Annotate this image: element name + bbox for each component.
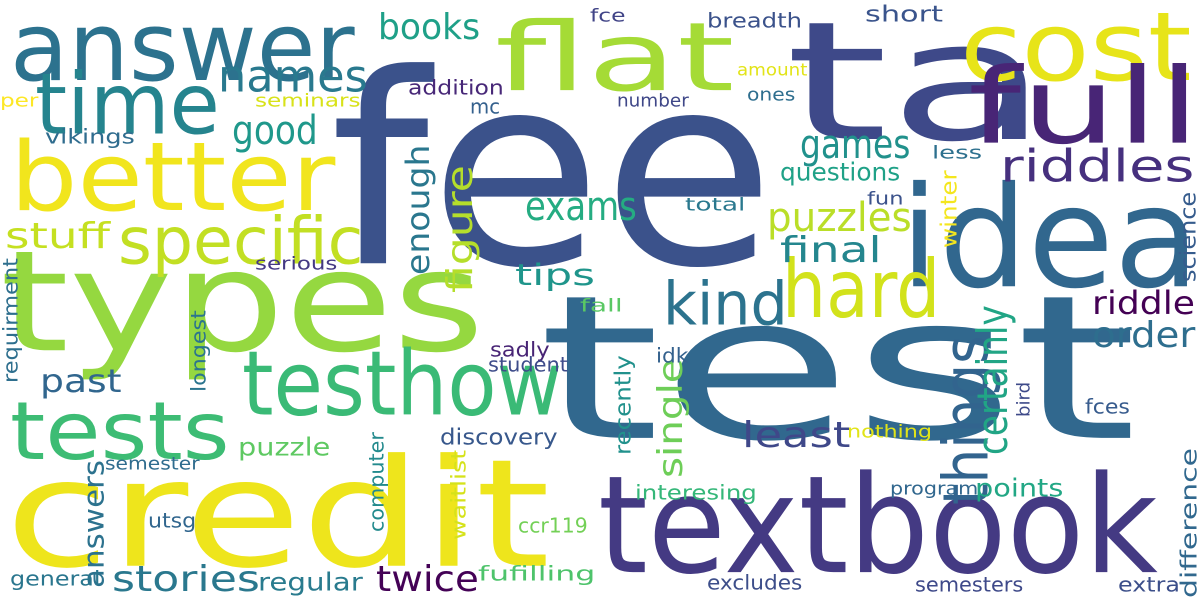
word-less: less bbox=[932, 142, 983, 163]
word-riddle: riddle bbox=[1092, 284, 1195, 322]
word-stuff: stuff bbox=[5, 216, 110, 257]
word-names: names bbox=[218, 50, 368, 103]
word-certainly: certainly bbox=[968, 305, 1018, 455]
word-final: final bbox=[780, 230, 882, 271]
word-idea: idea bbox=[900, 156, 1200, 320]
word-regular: regular bbox=[258, 567, 363, 597]
word-games: games bbox=[800, 120, 911, 168]
word-waitlist: waitlist bbox=[448, 449, 471, 540]
word-exams: exams bbox=[525, 182, 637, 230]
word-time: time bbox=[35, 55, 220, 155]
word-winter: winter bbox=[936, 170, 962, 248]
word-number: number bbox=[617, 90, 689, 111]
word-enough: enough bbox=[399, 144, 437, 275]
word-fee: fee bbox=[330, 17, 776, 326]
word-credit: credit bbox=[5, 426, 551, 600]
word-twice: twice bbox=[376, 559, 479, 600]
word-fce: fce bbox=[590, 5, 626, 26]
word-longest: longest bbox=[188, 310, 211, 392]
word-seminars: seminars bbox=[255, 90, 361, 111]
word-total: total bbox=[685, 194, 746, 215]
word-recently: recently bbox=[610, 355, 636, 455]
word-sadly: sadly bbox=[490, 339, 550, 362]
word-least: least bbox=[742, 415, 851, 456]
word-textbook: textbook bbox=[598, 446, 1158, 600]
word-per: per bbox=[0, 90, 39, 111]
word-science: science bbox=[1175, 191, 1200, 282]
word-better: better bbox=[10, 122, 336, 233]
word-mc: mc bbox=[470, 96, 501, 119]
word-utsg: utsg bbox=[148, 510, 197, 533]
word-breadth: breadth bbox=[707, 10, 802, 33]
word-puzzle: puzzle bbox=[238, 432, 331, 462]
word-fall: fall bbox=[580, 295, 623, 316]
word-puzzles: puzzles bbox=[767, 193, 912, 241]
word-good: good bbox=[232, 106, 318, 154]
word-test: test bbox=[538, 253, 1138, 486]
word-single: single bbox=[651, 358, 691, 478]
word-general: general bbox=[10, 568, 101, 591]
word-questions: questions bbox=[780, 157, 901, 187]
word-bird: bird bbox=[1013, 381, 1034, 417]
word-types: types bbox=[0, 220, 485, 384]
word-hard: hard bbox=[782, 243, 941, 337]
word-short: short bbox=[865, 1, 944, 27]
word-student: student bbox=[488, 354, 568, 377]
word-tips: tips bbox=[515, 258, 595, 293]
word-full: full bbox=[968, 46, 1200, 168]
word-requirment: requirment bbox=[0, 258, 23, 383]
word-fufilling: fufilling bbox=[478, 563, 596, 586]
word-tests: tests bbox=[10, 385, 230, 479]
word-answer: answer bbox=[10, 0, 355, 103]
word-nothing: nothing bbox=[847, 421, 932, 442]
word-ta: ta bbox=[785, 0, 1050, 179]
word-semester: semester bbox=[105, 453, 200, 474]
word-ones: ones bbox=[747, 84, 796, 105]
word-discovery: discovery bbox=[440, 424, 558, 450]
word-vikings: vikings bbox=[45, 126, 135, 149]
word-flat: flat bbox=[495, 2, 735, 113]
word-fces: fces bbox=[1085, 396, 1130, 419]
word-amount: amount bbox=[737, 60, 808, 80]
word-addition: addition bbox=[408, 77, 504, 100]
word-specific: specific bbox=[118, 203, 364, 280]
word-points: points bbox=[975, 473, 1064, 503]
word-testhow: testhow bbox=[242, 332, 563, 437]
word-computer: computer bbox=[366, 432, 389, 532]
word-order: order bbox=[1092, 315, 1196, 356]
word-program: program bbox=[890, 478, 979, 499]
word-kind: kind bbox=[663, 269, 788, 340]
word-cost: cost bbox=[960, 0, 1192, 103]
word-figure: figure bbox=[440, 165, 481, 293]
word-serious: serious bbox=[255, 253, 338, 274]
word-ccr119: ccr119 bbox=[518, 515, 588, 538]
word-riddles: riddles bbox=[1000, 140, 1195, 193]
word-fun: fun bbox=[867, 188, 904, 209]
word-past: past bbox=[40, 362, 122, 400]
word-semesters: semesters bbox=[915, 574, 1024, 597]
word-idk: idk bbox=[656, 345, 689, 368]
word-books: books bbox=[378, 7, 481, 48]
word-interesing: interesing bbox=[635, 482, 757, 505]
word-stories: stories bbox=[112, 559, 260, 600]
word-difference: difference bbox=[1176, 448, 1200, 598]
word-excludes: excludes bbox=[707, 572, 803, 595]
word-extra: extra bbox=[1118, 574, 1180, 597]
